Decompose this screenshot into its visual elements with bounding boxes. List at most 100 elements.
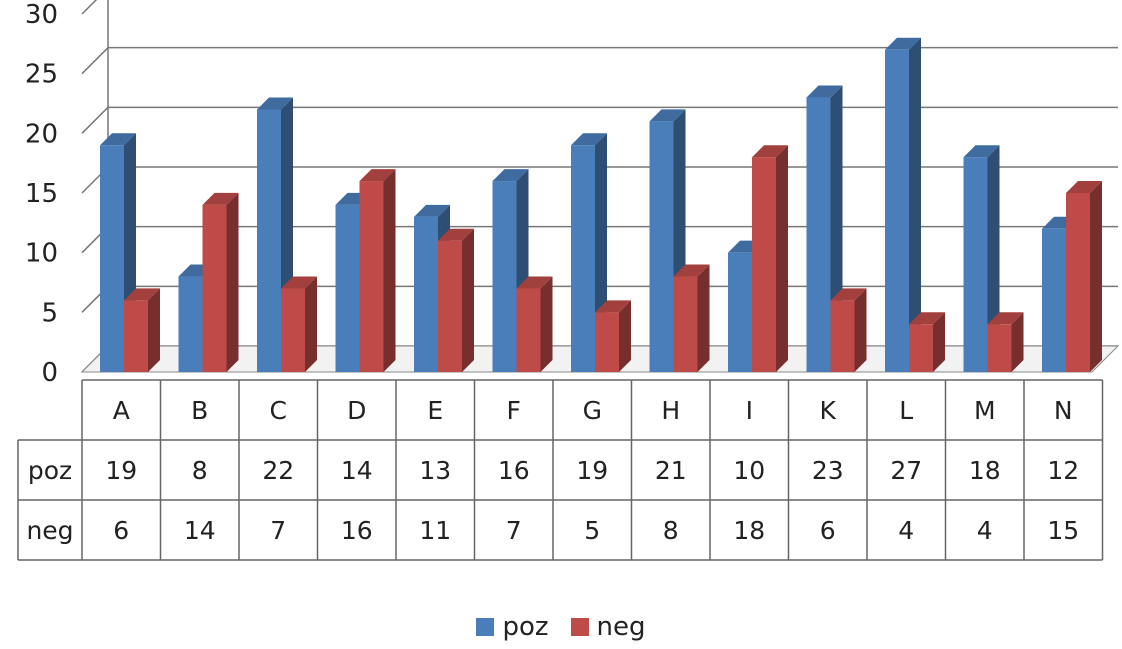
bar-neg-F	[516, 276, 553, 372]
table-value-poz-G: 19	[576, 456, 608, 485]
bar-front	[963, 157, 988, 372]
bar-top	[885, 37, 921, 50]
bar-neg-D	[359, 169, 396, 372]
bar-front	[359, 181, 384, 372]
legend-label-neg: neg	[596, 612, 646, 642]
legend-swatch-poz	[476, 618, 495, 636]
bar-front	[752, 157, 776, 372]
y-tick-label: 5	[41, 298, 58, 328]
bar-top	[438, 228, 474, 241]
y-tick-label: 10	[25, 239, 58, 269]
bar-top	[257, 97, 293, 110]
bar-top	[830, 288, 867, 301]
gridline-diagonal	[81, 47, 109, 75]
table-category-M: M	[974, 396, 996, 425]
bar-front	[178, 276, 203, 372]
table-value-neg-D: 16	[341, 516, 373, 545]
table-value-neg-A: 6	[113, 516, 129, 545]
table-series-label-poz: poz	[28, 456, 72, 485]
bar-front	[595, 312, 619, 372]
bar-front	[202, 204, 227, 372]
bar-neg-K	[830, 288, 867, 372]
table-value-neg-F: 7	[506, 516, 522, 545]
table-value-poz-N: 12	[1047, 456, 1079, 485]
bar-top	[492, 169, 529, 182]
bar-neg-B	[202, 192, 239, 372]
bar-side	[462, 228, 474, 372]
bar-front	[806, 97, 831, 373]
legend-item-neg: neg	[570, 612, 646, 642]
table-value-neg-N: 15	[1047, 516, 1079, 545]
bar-front	[516, 288, 541, 372]
bar-front	[492, 181, 517, 372]
bar-top	[359, 169, 396, 182]
table-value-poz-E: 13	[419, 456, 451, 485]
table-category-B: B	[191, 396, 208, 425]
table-value-poz-I: 10	[733, 456, 765, 485]
bar-front	[987, 324, 1012, 372]
table-category-I: I	[746, 396, 753, 425]
bar-front	[1042, 228, 1066, 372]
table-value-poz-A: 19	[105, 456, 137, 485]
bar-neg-A	[124, 288, 160, 372]
bar-neg-H	[673, 264, 710, 372]
table-value-neg-E: 11	[419, 516, 451, 545]
bar-front	[257, 109, 281, 372]
bar-top	[963, 145, 1000, 158]
bar-side	[383, 169, 396, 372]
table-value-neg-L: 4	[898, 516, 914, 545]
bar-side	[148, 288, 160, 372]
bar-front	[124, 300, 148, 372]
bar-neg-E	[438, 228, 474, 372]
bar-top	[673, 264, 710, 277]
bar-top	[571, 133, 607, 146]
bar-front	[414, 216, 438, 372]
bar-side	[697, 264, 710, 372]
bar-front	[649, 121, 674, 373]
bar-front	[728, 252, 752, 372]
table-category-G: G	[583, 396, 602, 425]
table-value-neg-K: 6	[820, 516, 836, 545]
bar-top	[752, 145, 788, 158]
bar-front	[100, 145, 124, 372]
table-value-poz-K: 23	[812, 456, 844, 485]
table-value-neg-M: 4	[977, 516, 993, 545]
table-series-label-neg: neg	[26, 516, 73, 545]
table-value-poz-C: 22	[262, 456, 294, 485]
bar-front	[909, 324, 933, 372]
bar-side	[909, 37, 921, 373]
bar-top	[124, 288, 160, 301]
y-tick-label: 30	[25, 0, 58, 30]
bar-neg-C	[281, 276, 317, 372]
bar-side	[1011, 312, 1024, 372]
bar-top	[202, 192, 239, 205]
bar-front	[885, 49, 909, 373]
legend-label-poz: poz	[502, 612, 549, 642]
gridline-diagonal	[81, 0, 98, 15]
bar-front	[1066, 193, 1090, 372]
y-tick-label: 25	[25, 60, 58, 90]
bar-side	[933, 312, 945, 372]
table-value-poz-B: 8	[192, 456, 208, 485]
y-tick-label: 0	[41, 358, 58, 388]
legend: poz neg	[0, 612, 1122, 642]
bar-neg-N	[1066, 181, 1102, 372]
bar-top	[1066, 181, 1102, 193]
bar-top	[987, 312, 1024, 325]
y-tick-label: 20	[25, 119, 58, 149]
bar-top	[516, 276, 553, 289]
y-tick-label: 15	[25, 179, 58, 209]
table-category-K: K	[820, 396, 837, 425]
table-category-N: N	[1054, 396, 1073, 425]
bar-top	[806, 85, 843, 98]
table-value-poz-F: 16	[498, 456, 530, 485]
bar-front	[335, 204, 360, 372]
bar-top	[414, 204, 450, 217]
bar-side	[540, 276, 553, 372]
bar-neg-M	[987, 312, 1024, 372]
bar-side	[776, 145, 788, 372]
bar-side	[1090, 181, 1102, 372]
bar-neg-I	[752, 145, 788, 372]
